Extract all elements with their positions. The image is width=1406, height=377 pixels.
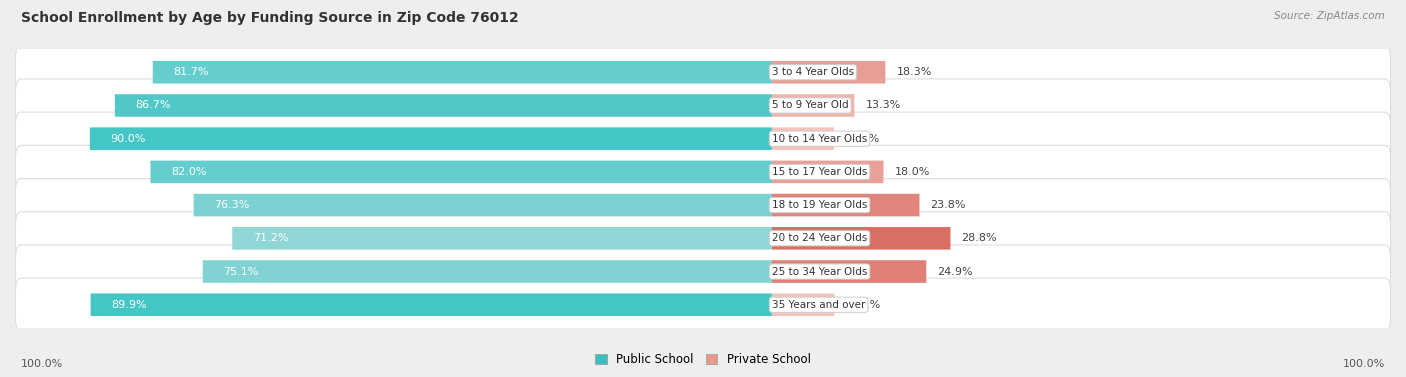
Text: 89.9%: 89.9%	[111, 300, 146, 310]
Text: 18.0%: 18.0%	[894, 167, 929, 177]
Text: 10.0%: 10.0%	[845, 134, 880, 144]
FancyBboxPatch shape	[772, 194, 920, 216]
Text: 10 to 14 Year Olds: 10 to 14 Year Olds	[772, 134, 868, 144]
FancyBboxPatch shape	[15, 179, 1391, 232]
FancyBboxPatch shape	[772, 94, 855, 117]
Text: Source: ZipAtlas.com: Source: ZipAtlas.com	[1274, 11, 1385, 21]
FancyBboxPatch shape	[15, 245, 1391, 298]
Text: 81.7%: 81.7%	[173, 67, 209, 77]
FancyBboxPatch shape	[115, 94, 772, 117]
FancyBboxPatch shape	[202, 260, 772, 283]
FancyBboxPatch shape	[15, 79, 1391, 132]
FancyBboxPatch shape	[772, 227, 950, 250]
Text: 13.3%: 13.3%	[865, 100, 901, 110]
FancyBboxPatch shape	[15, 46, 1391, 99]
FancyBboxPatch shape	[772, 127, 834, 150]
Text: 25 to 34 Year Olds: 25 to 34 Year Olds	[772, 267, 868, 277]
FancyBboxPatch shape	[15, 278, 1391, 331]
Text: 76.3%: 76.3%	[214, 200, 250, 210]
Text: 28.8%: 28.8%	[962, 233, 997, 243]
FancyBboxPatch shape	[772, 161, 883, 183]
Text: 10.1%: 10.1%	[845, 300, 880, 310]
Text: 86.7%: 86.7%	[135, 100, 172, 110]
Text: 75.1%: 75.1%	[224, 267, 259, 277]
Text: 18 to 19 Year Olds: 18 to 19 Year Olds	[772, 200, 868, 210]
FancyBboxPatch shape	[153, 61, 772, 84]
Text: 100.0%: 100.0%	[21, 359, 63, 369]
FancyBboxPatch shape	[772, 293, 835, 316]
Text: 5 to 9 Year Old: 5 to 9 Year Old	[772, 100, 848, 110]
FancyBboxPatch shape	[150, 161, 772, 183]
Text: 100.0%: 100.0%	[1343, 359, 1385, 369]
Text: School Enrollment by Age by Funding Source in Zip Code 76012: School Enrollment by Age by Funding Sour…	[21, 11, 519, 25]
FancyBboxPatch shape	[15, 212, 1391, 265]
Text: 20 to 24 Year Olds: 20 to 24 Year Olds	[772, 233, 868, 243]
FancyBboxPatch shape	[772, 260, 927, 283]
Text: 82.0%: 82.0%	[172, 167, 207, 177]
Text: 35 Years and over: 35 Years and over	[772, 300, 865, 310]
Text: 15 to 17 Year Olds: 15 to 17 Year Olds	[772, 167, 868, 177]
FancyBboxPatch shape	[15, 112, 1391, 165]
Text: 24.9%: 24.9%	[938, 267, 973, 277]
FancyBboxPatch shape	[15, 145, 1391, 198]
Text: 90.0%: 90.0%	[111, 134, 146, 144]
FancyBboxPatch shape	[232, 227, 772, 250]
Text: 3 to 4 Year Olds: 3 to 4 Year Olds	[772, 67, 853, 77]
FancyBboxPatch shape	[90, 293, 772, 316]
Text: 71.2%: 71.2%	[253, 233, 288, 243]
Legend: Public School, Private School: Public School, Private School	[589, 348, 817, 372]
Text: 18.3%: 18.3%	[897, 67, 932, 77]
FancyBboxPatch shape	[194, 194, 772, 216]
FancyBboxPatch shape	[772, 61, 886, 84]
Text: 23.8%: 23.8%	[931, 200, 966, 210]
FancyBboxPatch shape	[90, 127, 772, 150]
